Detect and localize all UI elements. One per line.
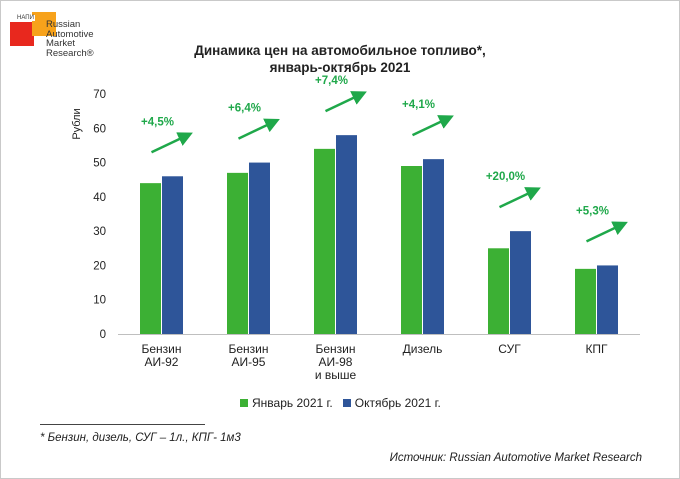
growth-arrow (324, 91, 367, 113)
growth-annotation: +5,3% (576, 205, 609, 217)
growth-arrow (498, 187, 541, 209)
logo-orange-square (32, 12, 56, 36)
bar-october (162, 176, 183, 334)
logo-line: Russian (46, 19, 81, 30)
footnote: * Бензин, дизель, СУГ – 1л., КПГ- 1м3 (40, 432, 241, 444)
logo-text: Russian Automotive Market Research® (46, 20, 94, 58)
bar-january (488, 248, 509, 334)
y-tick-label: 70 (93, 89, 106, 101)
growth-annotation: +4,1% (402, 99, 435, 111)
x-tick-label: АИ-95 (232, 355, 266, 369)
chart-legend: Январь 2021 г. Октябрь 2021 г. (240, 396, 441, 410)
y-tick-label: 50 (93, 158, 106, 170)
bar-january (575, 268, 596, 334)
growth-annotation: +7,4% (315, 75, 348, 87)
bar-october (336, 135, 357, 334)
x-tick-label: Бензин (228, 342, 268, 356)
growth-arrow (150, 132, 193, 154)
bar-january (314, 148, 335, 334)
logo-red-square (10, 22, 34, 46)
x-tick-label: Бензин (315, 342, 355, 356)
x-tick-label: Дизель (403, 342, 443, 356)
legend-label-january: Январь 2021 г. (252, 396, 333, 410)
x-tick-label: АИ-92 (145, 355, 179, 369)
growth-annotation: +20,0% (486, 171, 525, 183)
source-note: Источник: Russian Automotive Market Rese… (389, 452, 642, 464)
y-tick-label: 0 (100, 329, 106, 341)
growth-arrow (411, 115, 454, 137)
logo-badge: НАПИ (16, 15, 35, 21)
y-axis-label: Рубли (71, 108, 83, 139)
y-tick-label: 10 (93, 295, 106, 307)
legend-label-october: Октябрь 2021 г. (354, 396, 441, 410)
legend-item-october: Октябрь 2021 г. (342, 396, 441, 410)
y-tick-label: 60 (93, 123, 106, 135)
bar-october (510, 231, 531, 334)
y-tick-label: 30 (93, 226, 106, 238)
logo-line: Market (46, 38, 76, 49)
chart-title-line2: январь-октябрь 2021 (269, 60, 411, 75)
x-tick-label: СУГ (498, 342, 521, 356)
legend-swatch-october (342, 399, 351, 407)
company-logo: НАПИ Russian Automotive Market Research® (8, 8, 108, 68)
x-tick-label: и выше (315, 368, 357, 382)
bar-october (597, 265, 618, 334)
legend-swatch-january (240, 399, 248, 407)
bar-october (423, 159, 444, 334)
bar-october (249, 162, 270, 334)
y-tick-label: 40 (93, 192, 106, 204)
x-tick-label: Бензин (141, 342, 181, 356)
x-tick-label: АИ-98 (319, 355, 353, 369)
bar-january (401, 166, 422, 334)
y-tick-label: 20 (93, 260, 106, 272)
footnote-divider (40, 424, 205, 425)
logo-line: Research® (46, 47, 94, 59)
x-tick-label: КПГ (585, 342, 608, 356)
bar-january (140, 183, 161, 334)
growth-annotation: +6,4% (228, 103, 261, 115)
growth-annotation: +4,5% (141, 116, 174, 128)
logo-line: Automotive (46, 28, 94, 40)
bar-january (227, 172, 248, 334)
chart-title-line1: Динамика цен на автомобильное топливо*, (194, 43, 486, 58)
growth-arrow (585, 221, 628, 243)
growth-arrow (237, 118, 280, 140)
chart-title: Динамика цен на автомобильное топливо*, … (130, 42, 550, 76)
legend-item-january: Январь 2021 г. (240, 396, 333, 410)
